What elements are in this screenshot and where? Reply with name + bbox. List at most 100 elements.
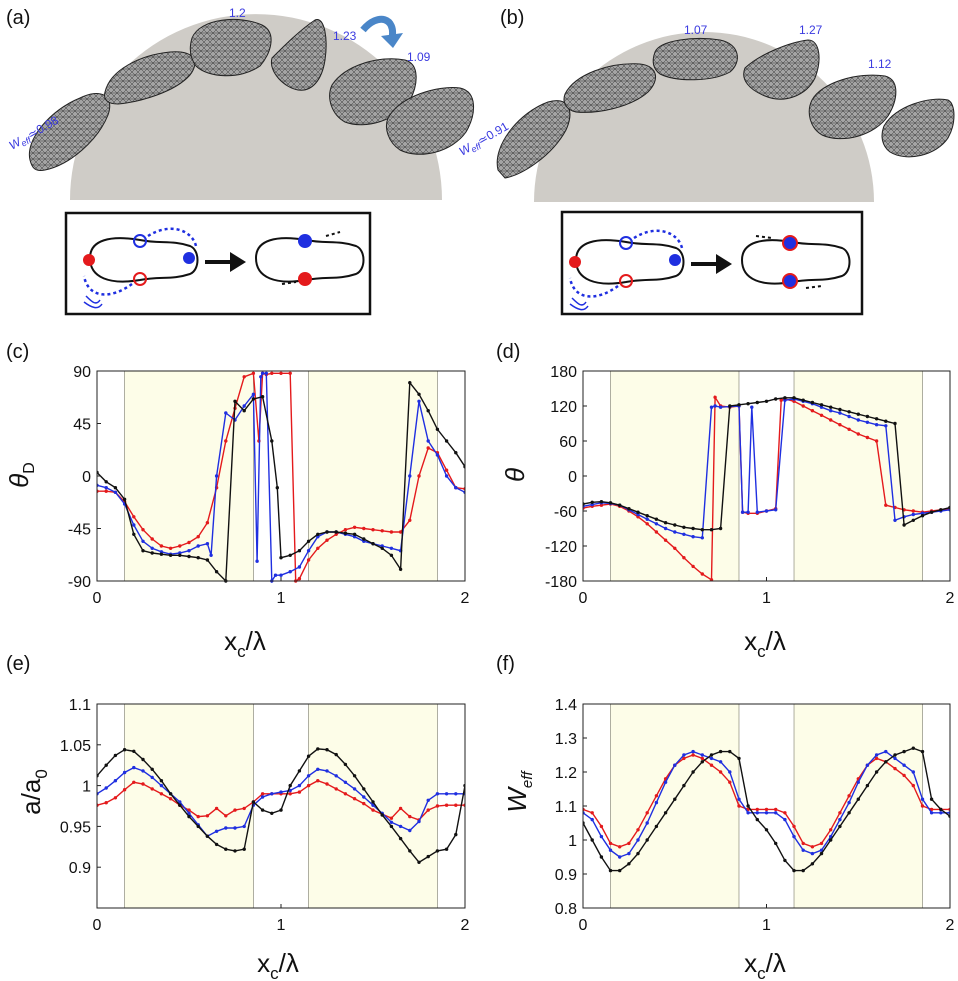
data-point — [159, 550, 164, 554]
panel-b-schematic — [560, 210, 864, 316]
data-point — [417, 474, 421, 478]
data-point — [819, 841, 824, 846]
data-point — [260, 808, 265, 812]
data-point — [654, 517, 659, 521]
data-point — [209, 553, 213, 557]
y-tick-label: -90 — [68, 574, 91, 591]
data-point — [270, 371, 274, 375]
data-point — [713, 404, 717, 408]
data-point — [214, 806, 219, 811]
data-point — [316, 546, 320, 550]
data-point — [700, 756, 704, 761]
data-point — [141, 539, 145, 543]
data-point — [435, 427, 440, 431]
data-point — [168, 792, 173, 796]
data-point — [865, 783, 870, 788]
data-point — [884, 424, 888, 428]
data-point — [801, 404, 805, 408]
data-point — [444, 792, 449, 796]
data-point — [306, 539, 311, 543]
data-point — [297, 769, 302, 773]
y-tick-label: 1 — [568, 833, 577, 850]
data-point — [104, 486, 108, 490]
data-point — [316, 747, 320, 751]
data-point — [389, 530, 394, 534]
data-point — [636, 510, 640, 514]
data-point — [408, 381, 412, 385]
cell — [386, 87, 474, 155]
data-point — [746, 804, 750, 808]
cell-value: 1.2 — [229, 6, 246, 20]
data-point — [902, 749, 906, 754]
data-point — [911, 783, 915, 788]
x-tick-label: 1 — [277, 917, 286, 934]
y-tick-label: 0.8 — [555, 901, 577, 918]
data-point — [801, 848, 805, 852]
data-point — [260, 795, 265, 799]
data-point — [783, 396, 787, 400]
cell — [270, 19, 327, 91]
data-point — [755, 510, 759, 514]
data-point — [673, 763, 677, 767]
data-point — [874, 770, 879, 774]
data-point — [682, 525, 686, 529]
data-point — [306, 774, 311, 778]
data-point — [682, 753, 686, 757]
data-point — [104, 489, 108, 493]
data-point — [242, 404, 246, 408]
data-point — [288, 570, 292, 574]
data-point — [774, 841, 778, 846]
data-point — [783, 858, 787, 863]
y-tick-label: 1.05 — [60, 738, 91, 755]
chart-f: (f) xc/λ Weff 0 1 2 0.8 0.9 1 1.1 1.2 1.3 1.4 — [496, 653, 955, 981]
data-point — [242, 847, 246, 851]
data-point — [599, 834, 604, 839]
data-point — [819, 413, 824, 417]
data-point — [884, 419, 888, 423]
data-point — [389, 824, 394, 829]
data-point — [911, 512, 915, 517]
data-point — [774, 811, 778, 815]
data-point — [746, 811, 750, 815]
data-point — [902, 523, 906, 527]
data-point — [417, 819, 421, 824]
data-point — [874, 753, 879, 757]
data-point — [700, 572, 704, 576]
data-point — [273, 573, 278, 577]
series-black — [583, 746, 950, 873]
x-axis-label: xc/λ — [224, 626, 266, 661]
data-point — [187, 814, 191, 819]
data-point — [417, 860, 421, 864]
data-point — [590, 817, 594, 822]
y-axis-label: Weff — [502, 770, 536, 813]
data-point — [132, 780, 136, 784]
data-point — [920, 511, 925, 515]
data-point — [939, 508, 943, 512]
data-point — [260, 371, 265, 375]
data-point — [306, 754, 311, 758]
data-point — [920, 804, 925, 808]
data-point — [608, 868, 613, 873]
data-point — [224, 439, 228, 443]
data-point — [608, 841, 613, 846]
data-point — [150, 767, 154, 771]
data-point — [224, 826, 228, 830]
data-point — [847, 811, 851, 815]
data-point — [874, 417, 879, 421]
x-tick-label: 0 — [93, 917, 102, 934]
data-point — [728, 770, 732, 774]
data-point — [352, 535, 357, 539]
data-point — [371, 808, 375, 812]
data-point — [636, 828, 640, 832]
data-point — [783, 398, 787, 402]
data-point — [259, 375, 263, 379]
data-point — [233, 849, 237, 853]
y-tick-label: -180 — [545, 574, 577, 591]
y-tick-label: -45 — [68, 522, 91, 539]
data-point — [673, 523, 677, 527]
data-point — [728, 749, 732, 754]
data-point — [819, 403, 824, 407]
y-tick-label: 0.95 — [60, 819, 91, 836]
cell-value: 1.23 — [333, 29, 357, 43]
y-tick-label: 1.4 — [555, 697, 577, 714]
